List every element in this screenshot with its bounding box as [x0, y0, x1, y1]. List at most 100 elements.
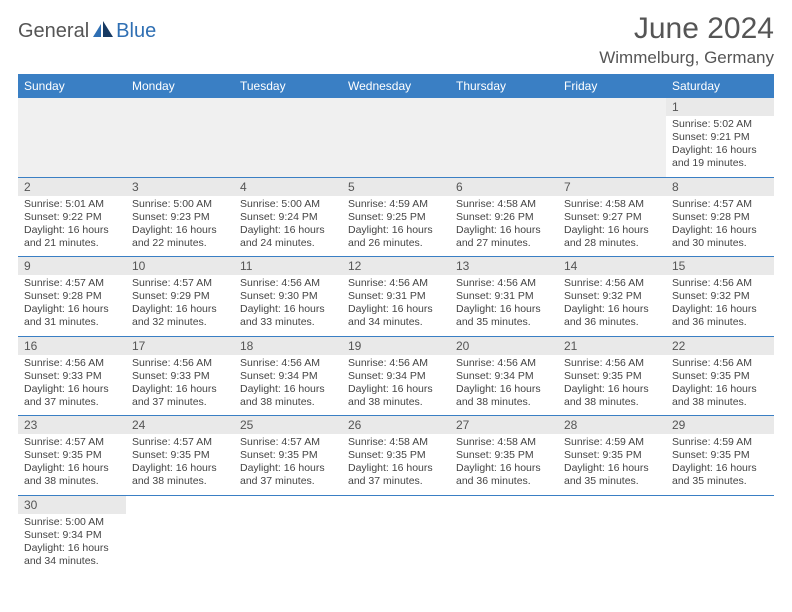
- day-number-cell: 18: [234, 336, 342, 355]
- daylight-line: Daylight: 16 hours and 38 minutes.: [348, 383, 444, 409]
- daylight-line: Daylight: 16 hours and 19 minutes.: [672, 144, 768, 170]
- sunrise-line: Sunrise: 4:59 AM: [672, 436, 768, 449]
- day-body-cell: Sunrise: 4:59 AMSunset: 9:35 PMDaylight:…: [558, 434, 666, 495]
- day-body: Sunrise: 5:00 AMSunset: 9:24 PMDaylight:…: [240, 198, 336, 251]
- sunrise-line: Sunrise: 4:58 AM: [456, 198, 552, 211]
- day-body: Sunrise: 4:59 AMSunset: 9:35 PMDaylight:…: [564, 436, 660, 489]
- day-body-cell: [558, 514, 666, 575]
- day-body-cell: Sunrise: 4:56 AMSunset: 9:33 PMDaylight:…: [18, 355, 126, 416]
- sunset-line: Sunset: 9:31 PM: [348, 290, 444, 303]
- day-body-cell: [234, 514, 342, 575]
- day-body-cell: Sunrise: 4:56 AMSunset: 9:35 PMDaylight:…: [666, 355, 774, 416]
- day-number-cell: 15: [666, 257, 774, 276]
- sunset-line: Sunset: 9:25 PM: [348, 211, 444, 224]
- sunset-line: Sunset: 9:35 PM: [672, 449, 768, 462]
- weekday-header-row: Sunday Monday Tuesday Wednesday Thursday…: [18, 74, 774, 98]
- day-body: Sunrise: 4:56 AMSunset: 9:32 PMDaylight:…: [672, 277, 768, 330]
- daylight-line: Daylight: 16 hours and 21 minutes.: [24, 224, 120, 250]
- daylight-line: Daylight: 16 hours and 28 minutes.: [564, 224, 660, 250]
- day-body: Sunrise: 4:56 AMSunset: 9:35 PMDaylight:…: [672, 357, 768, 410]
- day-body-cell: [234, 116, 342, 177]
- day-body-cell: Sunrise: 4:57 AMSunset: 9:29 PMDaylight:…: [126, 275, 234, 336]
- day-number-cell: 23: [18, 416, 126, 435]
- sunrise-line: Sunrise: 4:56 AM: [456, 357, 552, 370]
- day-body-cell: Sunrise: 4:56 AMSunset: 9:31 PMDaylight:…: [450, 275, 558, 336]
- daylight-line: Daylight: 16 hours and 33 minutes.: [240, 303, 336, 329]
- day-number-cell: 12: [342, 257, 450, 276]
- day-body: Sunrise: 5:01 AMSunset: 9:22 PMDaylight:…: [24, 198, 120, 251]
- daylight-line: Daylight: 16 hours and 37 minutes.: [348, 462, 444, 488]
- day-number-cell: 6: [450, 177, 558, 196]
- weekday-header: Sunday: [18, 74, 126, 98]
- daylight-line: Daylight: 16 hours and 38 minutes.: [456, 383, 552, 409]
- day-body-cell: Sunrise: 4:58 AMSunset: 9:27 PMDaylight:…: [558, 196, 666, 257]
- sunrise-line: Sunrise: 5:00 AM: [132, 198, 228, 211]
- day-number-cell: [126, 495, 234, 514]
- day-number-cell: [234, 98, 342, 116]
- sunrise-line: Sunrise: 4:59 AM: [564, 436, 660, 449]
- day-body-cell: Sunrise: 4:58 AMSunset: 9:35 PMDaylight:…: [450, 434, 558, 495]
- sunset-line: Sunset: 9:30 PM: [240, 290, 336, 303]
- day-number-cell: 1: [666, 98, 774, 116]
- daylight-line: Daylight: 16 hours and 38 minutes.: [24, 462, 120, 488]
- sunrise-line: Sunrise: 4:56 AM: [240, 277, 336, 290]
- day-number-cell: 27: [450, 416, 558, 435]
- sunrise-line: Sunrise: 5:01 AM: [24, 198, 120, 211]
- day-number-cell: [342, 98, 450, 116]
- sunrise-line: Sunrise: 4:58 AM: [348, 436, 444, 449]
- day-number-cell: 25: [234, 416, 342, 435]
- day-number-cell: 29: [666, 416, 774, 435]
- day-body-cell: Sunrise: 4:57 AMSunset: 9:35 PMDaylight:…: [234, 434, 342, 495]
- sunset-line: Sunset: 9:26 PM: [456, 211, 552, 224]
- day-body-cell: [126, 514, 234, 575]
- day-body-cell: Sunrise: 4:56 AMSunset: 9:33 PMDaylight:…: [126, 355, 234, 416]
- sunset-line: Sunset: 9:34 PM: [240, 370, 336, 383]
- day-body: Sunrise: 4:56 AMSunset: 9:35 PMDaylight:…: [564, 357, 660, 410]
- week-bodies-row: Sunrise: 4:56 AMSunset: 9:33 PMDaylight:…: [18, 355, 774, 416]
- sunset-line: Sunset: 9:29 PM: [132, 290, 228, 303]
- day-body-cell: Sunrise: 4:59 AMSunset: 9:35 PMDaylight:…: [666, 434, 774, 495]
- sunset-line: Sunset: 9:35 PM: [132, 449, 228, 462]
- day-body-cell: Sunrise: 5:01 AMSunset: 9:22 PMDaylight:…: [18, 196, 126, 257]
- week-bodies-row: Sunrise: 5:00 AMSunset: 9:34 PMDaylight:…: [18, 514, 774, 575]
- sunset-line: Sunset: 9:34 PM: [456, 370, 552, 383]
- daylight-line: Daylight: 16 hours and 35 minutes.: [456, 303, 552, 329]
- day-body: Sunrise: 4:56 AMSunset: 9:31 PMDaylight:…: [456, 277, 552, 330]
- sunrise-line: Sunrise: 4:56 AM: [456, 277, 552, 290]
- day-body: Sunrise: 4:58 AMSunset: 9:26 PMDaylight:…: [456, 198, 552, 251]
- day-body: Sunrise: 5:00 AMSunset: 9:23 PMDaylight:…: [132, 198, 228, 251]
- week-bodies-row: Sunrise: 4:57 AMSunset: 9:35 PMDaylight:…: [18, 434, 774, 495]
- sunrise-line: Sunrise: 4:56 AM: [564, 277, 660, 290]
- daylight-line: Daylight: 16 hours and 38 minutes.: [240, 383, 336, 409]
- week-numbers-row: 30: [18, 495, 774, 514]
- day-number-cell: 10: [126, 257, 234, 276]
- day-number-cell: 13: [450, 257, 558, 276]
- week-numbers-row: 16171819202122: [18, 336, 774, 355]
- day-body-cell: Sunrise: 4:56 AMSunset: 9:34 PMDaylight:…: [450, 355, 558, 416]
- day-body-cell: Sunrise: 5:00 AMSunset: 9:24 PMDaylight:…: [234, 196, 342, 257]
- day-body: Sunrise: 4:57 AMSunset: 9:28 PMDaylight:…: [672, 198, 768, 251]
- day-body-cell: [666, 514, 774, 575]
- day-body: Sunrise: 4:56 AMSunset: 9:34 PMDaylight:…: [240, 357, 336, 410]
- week-numbers-row: 9101112131415: [18, 257, 774, 276]
- header: General Blue June 2024 Wimmelburg, Germa…: [18, 12, 774, 68]
- day-number-cell: 24: [126, 416, 234, 435]
- day-number-cell: 20: [450, 336, 558, 355]
- sunrise-line: Sunrise: 4:56 AM: [240, 357, 336, 370]
- daylight-line: Daylight: 16 hours and 24 minutes.: [240, 224, 336, 250]
- day-body-cell: Sunrise: 4:56 AMSunset: 9:35 PMDaylight:…: [558, 355, 666, 416]
- day-body-cell: [342, 116, 450, 177]
- day-body-cell: [18, 116, 126, 177]
- sunset-line: Sunset: 9:34 PM: [24, 529, 120, 542]
- day-body-cell: [558, 116, 666, 177]
- sunrise-line: Sunrise: 4:56 AM: [24, 357, 120, 370]
- day-body-cell: Sunrise: 4:56 AMSunset: 9:32 PMDaylight:…: [666, 275, 774, 336]
- sunrise-line: Sunrise: 4:57 AM: [24, 277, 120, 290]
- day-body: Sunrise: 4:57 AMSunset: 9:29 PMDaylight:…: [132, 277, 228, 330]
- week-numbers-row: 1: [18, 98, 774, 116]
- day-number-cell: 16: [18, 336, 126, 355]
- week-bodies-row: Sunrise: 5:02 AMSunset: 9:21 PMDaylight:…: [18, 116, 774, 177]
- day-body-cell: Sunrise: 4:57 AMSunset: 9:35 PMDaylight:…: [18, 434, 126, 495]
- day-body-cell: Sunrise: 4:56 AMSunset: 9:31 PMDaylight:…: [342, 275, 450, 336]
- day-number-cell: 26: [342, 416, 450, 435]
